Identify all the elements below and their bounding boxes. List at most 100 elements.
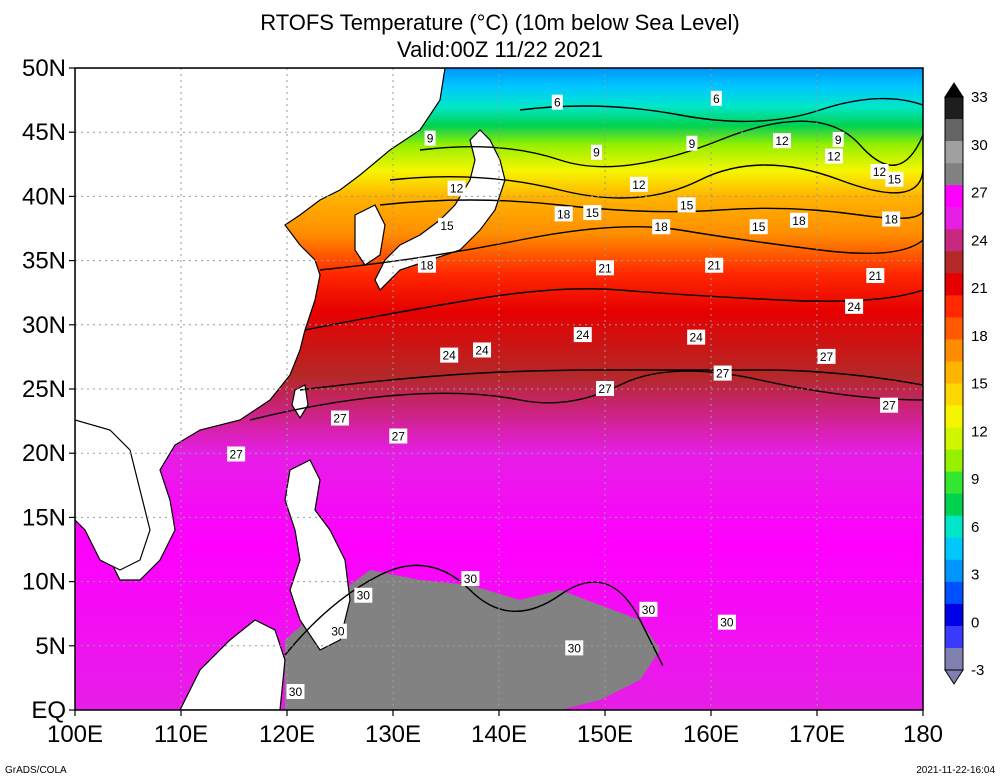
colorbar-swatch [945,229,963,252]
contour-label-bg [591,144,603,160]
contour-label-text: 12 [775,134,789,148]
contour-label: 27 [880,397,899,413]
land-japan [374,129,506,292]
x-tick-label: 180 [903,721,943,748]
colorbar-swatch [945,295,963,318]
contour-label: 24 [440,347,459,363]
y-tick-label: 30N [22,312,66,339]
contour-label-bg [417,257,436,273]
colorbar-min-arrow [944,669,964,685]
contour-label: 15 [438,217,457,233]
contour-label-bg [424,130,436,146]
lat-lon-grid [75,68,923,710]
contour-label: 15 [885,171,904,187]
contour-label-text: 18 [655,220,669,234]
colorbar-swatch [945,163,963,186]
footer-left: GrADS/COLA [5,765,67,776]
contour-label: 24 [573,327,592,343]
contour-label-text: 18 [792,214,806,228]
land-borneo [179,619,286,710]
x-axis: 100E 110E 120E 130E 140E 150E 160E 170E 180 [47,710,943,748]
y-axis: EQ 5N 10N 15N 20N 25N 30N 35N 40N 45N 50N [22,55,75,724]
contour-label-bg [551,94,563,110]
contour-label-bg [328,623,347,639]
title-line-1: RTOFS Temperature (°C) (10m below Sea Le… [260,10,740,35]
footer-right: 2021-11-22-16:04 [916,765,995,776]
contour-label-text: 27 [229,447,243,461]
contour-label-text: 30 [568,641,582,655]
colorbar-swatch [945,427,963,451]
contour-label: 18 [789,212,808,228]
contour-label-text: 27 [820,350,834,364]
contour-label-bg [713,365,732,381]
colorbar-label: -3 [971,662,984,679]
contour-label-text: 15 [440,219,454,233]
contour-label: 9 [686,135,698,151]
contour-label-text: 9 [835,133,842,147]
colorbar-label: 24 [971,232,988,249]
contour-label-text: 27 [716,367,730,381]
x-tick-label: 140E [471,721,527,748]
contour-label: 30 [354,587,373,603]
contour-label-text: 24 [443,349,457,363]
contour-label: 9 [832,131,844,147]
contour-label-bg [227,446,246,462]
contour-label-text: 6 [554,96,561,110]
contour-label-bg [773,133,792,149]
contour-label: 15 [677,197,696,213]
contour-label-bg [705,257,724,273]
contour-label: 12 [629,176,648,192]
contour-label: 27 [227,446,246,462]
contour-label: 9 [591,144,603,160]
contour-label: 6 [551,94,563,110]
contour-label-bg [710,90,722,106]
y-tick-label: 40N [22,183,66,210]
y-tick-label: 25N [22,376,66,403]
colorbar-swatch [945,97,963,120]
contour-label-text: 27 [882,399,896,413]
contour-label-bg [438,217,457,233]
x-tick-label: 160E [683,721,739,748]
contour-label: 18 [882,211,901,227]
contour-label-text: 30 [289,685,303,699]
contour-label-text: 18 [420,259,434,273]
colorbar-swatch [945,361,963,384]
contour-label-text: 12 [450,182,464,196]
contour-label-text: 30 [464,572,478,586]
contour-label-bg [885,171,904,187]
contour-label-text: 27 [333,412,347,426]
contour-label-text: 9 [593,146,600,160]
contour-label-bg [331,410,349,426]
contour-label-text: 24 [475,343,489,357]
contour-label-text: 27 [392,430,406,444]
contour-label-text: 24 [689,331,703,345]
x-tick-label: 100E [47,721,103,748]
contour-label-bg [866,268,885,284]
contour-label: 21 [866,268,885,284]
colorbar-swatch [945,141,963,164]
contour-label-bg [870,164,889,180]
x-tick-label: 110E [154,721,208,748]
contour-label-bg [789,212,808,228]
colorbar-swatch [945,273,963,296]
colorbar-swatch [945,625,963,649]
contour-label-bg [639,601,658,617]
colorbar-label: 0 [971,614,979,631]
colorbar-swatch [945,449,963,473]
land-korea [354,204,386,266]
contour-label-bg [817,348,836,364]
colorbar-swatch [945,493,963,517]
contour-label: 27 [331,410,349,426]
contour-label: 9 [424,130,436,146]
contour-label: 18 [554,206,573,222]
contour-label-text: 30 [642,603,656,617]
contour-label-bg [573,327,592,343]
colorbar-swatch [945,581,963,605]
contour-label-bg [749,219,768,235]
colorbar-swatch [945,647,963,671]
y-tick-label: 20N [22,440,66,467]
contour-label-bg [686,135,698,151]
contour-label: 12 [447,180,466,196]
